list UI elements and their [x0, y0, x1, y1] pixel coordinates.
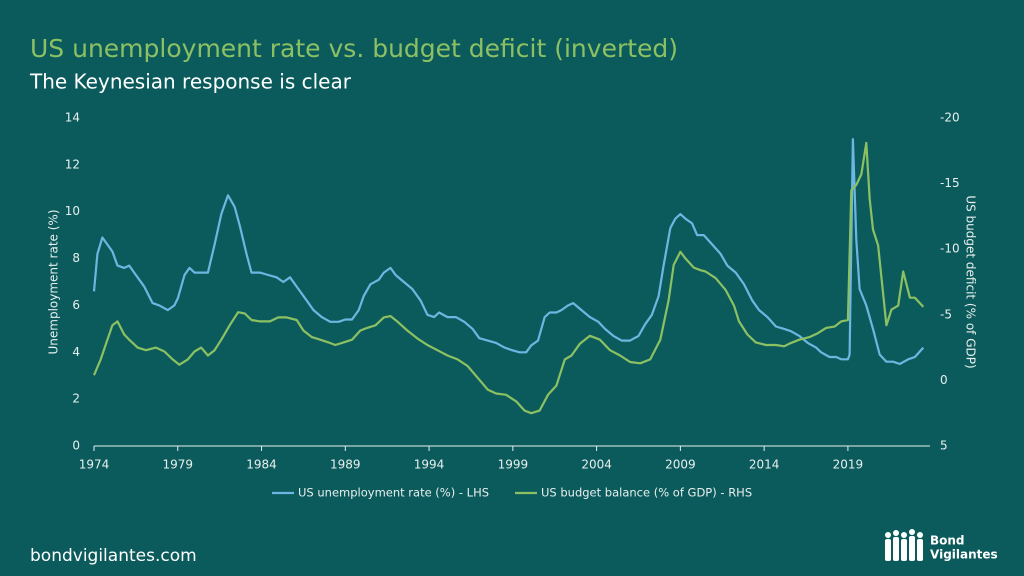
- x-tick-label: 1979: [162, 458, 193, 472]
- y-tick-label: 14: [65, 111, 80, 125]
- x-tick-label: 2009: [665, 458, 696, 472]
- y-tick-label: 12: [65, 157, 80, 171]
- x-tick-label: 1999: [498, 458, 529, 472]
- chart-subtitle: The Keynesian response is clear: [29, 70, 352, 94]
- logo-text: Bond: [930, 534, 965, 548]
- x-tick-label: 1984: [246, 458, 277, 472]
- y-tick-label: 4: [72, 345, 80, 359]
- y-tick-label: 8: [72, 251, 80, 265]
- y-tick-label: 0: [72, 439, 80, 453]
- y-tick-label: 6: [72, 298, 80, 312]
- y2-tick-label: 5: [940, 439, 948, 453]
- y-tick-label: 2: [72, 392, 80, 406]
- x-tick-label: 1974: [79, 458, 110, 472]
- y-axis-title: Unemployment rate (%): [47, 209, 61, 354]
- y2-tick-label: -10: [940, 242, 960, 256]
- y2-tick-label: -20: [940, 111, 960, 125]
- x-tick-label: 1994: [414, 458, 445, 472]
- footer: bondvigilantes.com: [30, 546, 197, 566]
- line-series: [92, 138, 925, 366]
- y2-tick-label: -15: [940, 176, 960, 190]
- x-tick-label: 2014: [749, 458, 780, 472]
- logo-text: Vigilantes: [930, 548, 998, 562]
- x-tick-label: 2019: [833, 458, 864, 472]
- chart-title: US unemployment rate vs. budget deficit …: [30, 34, 678, 63]
- y2-tick-label: -5: [940, 307, 952, 321]
- logo-icon: [885, 529, 923, 561]
- y2-axis-title: US budget deficit (% of GDP): [964, 195, 978, 368]
- x-tick-label: 2004: [581, 458, 612, 472]
- x-tick-label: 1989: [330, 458, 361, 472]
- y-tick-label: 10: [65, 204, 80, 218]
- y2-tick-label: 0: [940, 373, 948, 387]
- line-series: [92, 141, 925, 415]
- legend-label: US unemployment rate (%) - LHS: [298, 486, 489, 500]
- legend-label: US budget balance (% of GDP) - RHS: [541, 486, 752, 500]
